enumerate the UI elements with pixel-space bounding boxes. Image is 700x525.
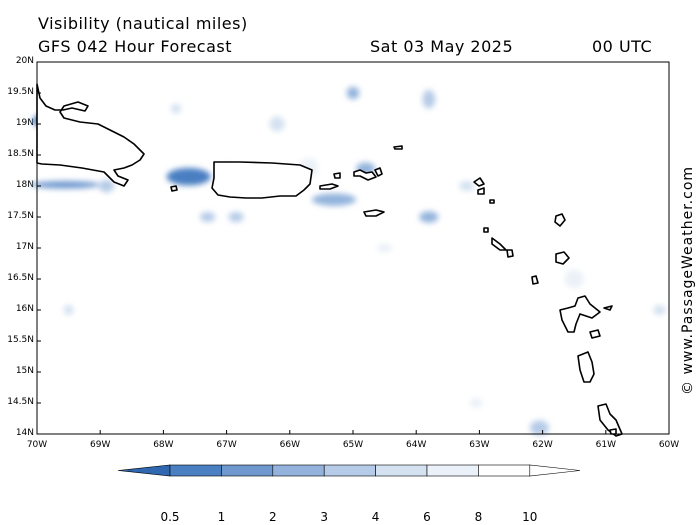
visibility-patch	[469, 398, 483, 408]
la-desirade	[603, 305, 613, 311]
lat-label: 14N	[15, 428, 34, 438]
lat-label: 15.5N	[7, 335, 34, 345]
colorbar-segment	[426, 464, 479, 477]
colorbar-high-arrow	[529, 464, 581, 477]
barbuda	[555, 251, 570, 265]
forecast-date: Sat 03 May 2025	[370, 37, 514, 56]
puerto-rico-coast	[211, 161, 313, 199]
culebra	[333, 172, 341, 179]
colorbar-label: 4	[371, 510, 380, 524]
visibility-patch	[564, 269, 584, 289]
mona-island	[170, 185, 178, 192]
visibility-patch	[529, 420, 549, 436]
colorbar-segment	[169, 464, 222, 477]
lat-label: 16N	[15, 304, 34, 314]
visibility-patch	[422, 89, 436, 109]
virgin-islands	[353, 169, 377, 181]
chart-title: Visibility (nautical miles)	[38, 14, 248, 33]
lon-label: 66W	[279, 440, 300, 450]
lat-label: 15N	[15, 366, 34, 376]
visibility-patch	[269, 116, 285, 132]
lon-label: 65W	[342, 440, 364, 450]
montserrat	[531, 275, 539, 285]
lat-label: 19.5N	[7, 87, 34, 97]
visibility-field	[30, 86, 666, 436]
st-lucia	[609, 428, 617, 435]
marie-galante	[589, 329, 601, 339]
visibility-patch	[377, 243, 393, 253]
nevis	[506, 249, 514, 258]
lat-label: 14.5N	[7, 397, 34, 407]
lat-label: 18.5N	[7, 149, 34, 159]
lon-label: 62W	[532, 440, 553, 450]
colorbar-label: 6	[423, 510, 431, 524]
lon-label: 70W	[26, 440, 48, 450]
lon-label: 64W	[406, 440, 427, 450]
lon-label: 61W	[595, 440, 616, 450]
antigua	[554, 213, 566, 227]
lat-label: 17.5N	[7, 211, 34, 221]
guadeloupe	[559, 295, 601, 333]
lat-label: 18N	[15, 180, 34, 190]
visibility-patch	[419, 211, 439, 223]
lat-label: 16.5N	[7, 273, 34, 283]
colorbar-low-arrow	[117, 464, 171, 477]
colorbar-label: 1	[217, 510, 226, 524]
lon-label: 67W	[216, 440, 237, 450]
colorbar-segment	[478, 464, 531, 477]
colorbar	[117, 464, 581, 477]
st-kitts	[491, 237, 507, 251]
lon-label: 60W	[658, 440, 680, 450]
colorbar-label: 2	[268, 510, 277, 524]
visibility-patch	[166, 168, 211, 186]
model-label: GFS 042 Hour Forecast	[38, 37, 233, 56]
lat-label: 20N	[15, 56, 34, 66]
lat-label: 17N	[15, 242, 34, 252]
anegada	[393, 145, 403, 150]
colorbar-label: 0.5	[160, 510, 180, 524]
colorbar-segment	[221, 464, 274, 477]
st-barts	[489, 199, 495, 204]
anguilla	[473, 177, 485, 187]
hispaniola-coast	[36, 83, 145, 187]
saba	[483, 227, 489, 233]
vieques	[319, 183, 339, 190]
colorbar-segment	[272, 464, 325, 477]
colorbar-label: 3	[320, 510, 329, 524]
virgin-gorda	[374, 167, 383, 177]
visibility-patch	[346, 86, 360, 100]
visibility-patch	[311, 193, 357, 206]
lon-label: 69W	[90, 440, 111, 450]
visibility-patch	[653, 305, 666, 315]
map-water	[37, 62, 669, 434]
visibility-patch	[63, 305, 74, 315]
colorbar-segment	[323, 464, 376, 477]
credit-text: © www.PassageWeather.com	[680, 165, 696, 395]
visibility-patch	[170, 103, 182, 114]
lat-label: 19N	[15, 118, 34, 128]
dominica	[577, 351, 595, 383]
colorbar-segment	[375, 464, 428, 477]
st-croix	[363, 209, 385, 217]
visibility-patch	[30, 181, 101, 189]
visibility-patch	[200, 212, 216, 222]
colorbar-label: 8	[474, 510, 483, 524]
visibility-patch	[228, 212, 244, 222]
axis-ticks	[36, 61, 670, 435]
coastlines	[36, 83, 623, 437]
lon-label: 63W	[469, 440, 490, 450]
st-martin	[477, 187, 485, 195]
colorbar-label: 10	[522, 510, 538, 524]
visibility-patch	[459, 181, 475, 191]
lon-label: 68W	[153, 440, 174, 450]
forecast-time: 00 UTC	[592, 37, 653, 56]
visibility-patch	[98, 179, 115, 193]
